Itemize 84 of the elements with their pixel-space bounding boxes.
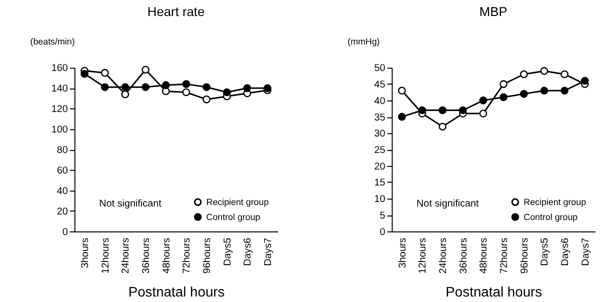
x-tick-label: 72hours: [182, 238, 193, 274]
point: [222, 88, 231, 96]
x-tick-label: 36hours: [141, 238, 152, 274]
x-tick-label: 48hours: [161, 238, 172, 274]
x-tick-label: Days6: [242, 237, 254, 266]
x-tick-label: Days7: [580, 237, 592, 266]
x-tick-label: Days5: [540, 237, 551, 266]
x-tick-label: 12hours: [100, 238, 112, 274]
x-tick-label: Days5: [222, 237, 234, 266]
point: [560, 86, 568, 95]
legend-label: Control group: [524, 212, 578, 222]
y-tick-label: 10: [374, 194, 386, 206]
point: [418, 106, 426, 114]
point: [540, 86, 548, 95]
y-tick-label: 40: [374, 96, 386, 107]
y-tick-label: 50: [374, 63, 386, 74]
y-tick-label: 120: [51, 104, 68, 116]
y-tick-label: 20: [374, 161, 386, 172]
point: [580, 76, 589, 85]
y-tick-label: 140: [51, 84, 68, 95]
y-tick-label: 25: [374, 145, 386, 156]
point: [162, 87, 170, 96]
point: [438, 122, 446, 131]
y-tick-label: 35: [374, 112, 386, 124]
point: [100, 68, 109, 77]
x-tick-label: Days7: [262, 237, 274, 266]
y-tick-label: 0: [62, 226, 68, 238]
point: [500, 93, 508, 102]
point: [142, 66, 150, 74]
y-tick-label: 40: [56, 186, 68, 197]
y-tick-label: 60: [56, 165, 68, 176]
y-tick-label: 30: [374, 128, 386, 140]
x-axis-title: Postnatal hours: [446, 283, 542, 300]
y-tick-label: 20: [56, 206, 68, 218]
y-tick-label: 100: [51, 124, 68, 136]
legend-label: Recipient group: [524, 197, 586, 208]
x-tick-label: 48hours: [478, 238, 490, 274]
point: [479, 110, 488, 118]
x-tick-label: 96hours: [519, 238, 530, 274]
x-tick-label: Days6: [560, 237, 572, 266]
point: [500, 80, 508, 88]
point: [121, 83, 130, 92]
point: [458, 106, 467, 114]
x-tick-label: 72hours: [499, 238, 510, 274]
point: [100, 83, 109, 92]
point: [202, 83, 210, 92]
y-tick-label: 80: [56, 145, 68, 156]
annotation: Not significant: [99, 198, 162, 210]
x-tick-label: 3hours: [80, 238, 92, 268]
point: [398, 86, 406, 95]
y-tick-label: 45: [374, 80, 386, 91]
x-tick-label: 24hours: [120, 238, 132, 274]
point: [142, 83, 150, 92]
y-tick-label: 0: [380, 226, 386, 238]
y-tick-label: 15: [374, 178, 386, 189]
y-tick-label: 160: [51, 63, 68, 74]
x-axis-title: Postnatal hours: [128, 283, 225, 300]
point: [243, 84, 252, 92]
point: [162, 81, 170, 90]
annotation: Not significant: [416, 198, 479, 210]
point: [182, 80, 190, 88]
point: [202, 96, 210, 104]
legend-label: Recipient group: [206, 197, 269, 208]
y-axis-title: (mmHg): [348, 36, 380, 46]
point: [438, 106, 446, 114]
x-tick-label: 36hours: [458, 238, 470, 274]
y-tick-label: 5: [380, 210, 386, 222]
point: [520, 70, 528, 78]
point: [121, 90, 130, 98]
point: [182, 88, 190, 96]
point: [540, 67, 548, 75]
point: [479, 96, 488, 104]
y-axis-title: (beats/min): [30, 36, 75, 46]
point: [560, 70, 568, 78]
x-tick-label: 12hours: [418, 238, 429, 274]
legend-label: Control group: [206, 212, 260, 222]
chart-title: Heart rate: [147, 4, 205, 20]
x-tick-label: 96hours: [202, 238, 213, 274]
x-tick-label: 3hours: [397, 238, 408, 268]
x-tick-label: 24hours: [438, 238, 450, 274]
point: [520, 90, 528, 98]
chart-title: MBP: [479, 4, 508, 20]
point: [398, 112, 406, 121]
point: [80, 70, 88, 78]
